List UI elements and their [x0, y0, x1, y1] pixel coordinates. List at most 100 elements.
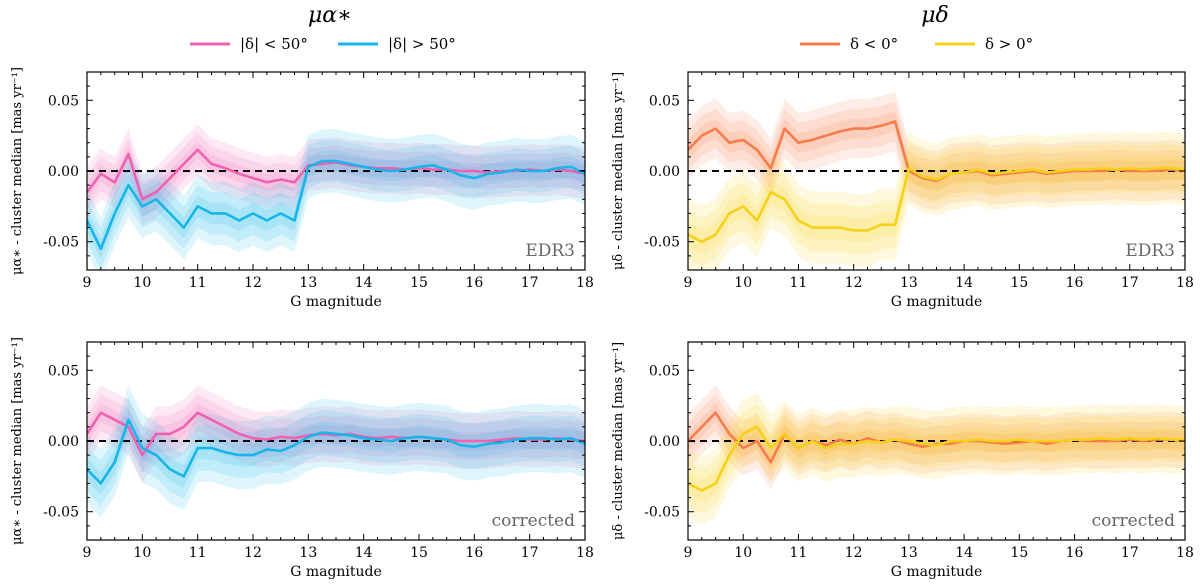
x-tick-label-2: 11 — [189, 545, 207, 561]
point-ra-edr3-s1-2 — [113, 212, 116, 215]
point-dec-edr3-s0-9 — [811, 138, 814, 141]
point-ra-corrected-s0-15 — [293, 437, 296, 440]
point-ra-edr3-s1-32 — [528, 170, 531, 172]
point-ra-corrected-s0-28 — [473, 440, 476, 442]
point-dec-corrected-s1-33 — [1142, 438, 1145, 441]
y-tick-label-2: -0.05 — [43, 235, 79, 251]
point-dec-corrected-s0-23 — [1004, 442, 1007, 445]
point-dec-corrected-s1-5 — [756, 425, 758, 428]
panels: 9 10 11 12 13 14 15 16 17 18 0.05 0.00 -0.05 G magnit… — [10, 67, 1194, 580]
point-dec-corrected-s0-19 — [949, 442, 952, 445]
point-ra-edr3-s1-14 — [279, 212, 282, 215]
band-3sigma-dec-corrected-s1 — [688, 392, 1185, 525]
point-dec-edr3-s0-2 — [714, 127, 717, 130]
point-ra-corrected-s1-10 — [224, 451, 227, 454]
point-ra-corrected-s0-7 — [182, 425, 185, 428]
x-tick-label-7: 16 — [465, 275, 483, 291]
point-dec-edr3-s1-18 — [935, 178, 938, 181]
header-left: μα∗ |δ| < 50° |δ| > 50° — [190, 3, 456, 53]
point-dec-corrected-s0-2 — [714, 411, 717, 414]
point-ra-edr3-s0-12 — [252, 177, 254, 179]
point-dec-corrected-s0-6 — [769, 461, 772, 464]
point-dec-corrected-s1-1 — [700, 489, 703, 492]
point-dec-edr3-s1-14 — [880, 223, 883, 226]
point-ra-edr3-s1-8 — [196, 205, 199, 208]
y-axis-label: μδ - cluster median [mas yr⁻¹] — [611, 72, 626, 270]
point-dec-corrected-s1-34 — [1156, 437, 1159, 440]
point-ra-corrected-s0-3 — [127, 425, 130, 428]
point-dec-corrected-s1-25 — [1032, 440, 1035, 442]
band-2sigma-dec-edr3-s0 — [688, 101, 1185, 201]
point-dec-edr3-s1-19 — [949, 172, 952, 175]
point-dec-edr3-s1-22 — [990, 172, 993, 175]
y-tick-label-2: -0.05 — [644, 505, 680, 521]
point-ra-corrected-s0-14 — [279, 435, 282, 438]
panel-tag: EDR3 — [1125, 241, 1175, 261]
y-tick-label-2: -0.05 — [43, 505, 79, 521]
x-tick-label-4: 13 — [299, 275, 317, 291]
panel-dec-corrected: 9 10 11 12 13 14 15 16 17 18 0.05 0.00 -0.05 G magnit… — [611, 341, 1194, 580]
x-tick-label-0: 9 — [83, 275, 92, 291]
band-1sigma-dec-corrected-s0 — [688, 403, 1185, 472]
point-ra-edr3-s0-5 — [155, 191, 158, 194]
point-ra-corrected-s1-28 — [473, 445, 476, 448]
band-3sigma-dec-edr3-s0 — [688, 91, 1185, 211]
point-dec-edr3-s1-6 — [769, 191, 772, 194]
x-tick-label-0: 9 — [684, 545, 693, 561]
point-dec-edr3-s0-12 — [852, 127, 855, 130]
point-dec-corrected-s0-1 — [700, 425, 703, 428]
point-dec-corrected-s1-32 — [1128, 437, 1131, 440]
point-dec-corrected-s1-3 — [728, 454, 731, 457]
point-dec-edr3-s1-34 — [1156, 167, 1159, 170]
point-ra-edr3-s1-33 — [542, 170, 545, 172]
point-dec-edr3-s1-25 — [1032, 168, 1035, 171]
point-dec-corrected-s1-13 — [866, 440, 869, 442]
point-ra-edr3-s0-17 — [321, 163, 324, 165]
x-tick-label-9: 18 — [576, 275, 594, 291]
point-dec-corrected-s0-30 — [1101, 440, 1104, 442]
point-dec-edr3-s1-3 — [728, 212, 731, 215]
point-ra-corrected-s0-10 — [224, 425, 227, 428]
point-dec-corrected-s1-9 — [811, 440, 814, 442]
point-ra-corrected-s1-21 — [376, 438, 379, 441]
point-dec-corrected-s0-11 — [838, 438, 841, 441]
x-tick-label-5: 14 — [955, 545, 973, 561]
point-ra-corrected-s1-9 — [210, 447, 213, 449]
point-ra-edr3-s1-27 — [459, 174, 462, 177]
band-1sigma-ra-edr3-s0 — [87, 141, 585, 208]
point-ra-corrected-s1-30 — [501, 441, 503, 444]
point-ra-corrected-s1-6 — [169, 468, 171, 471]
point-ra-corrected-s0-8 — [196, 411, 199, 414]
x-tick-label-9: 18 — [1176, 545, 1194, 561]
point-dec-corrected-s0-4 — [742, 447, 745, 449]
point-ra-edr3-s0-28 — [473, 170, 476, 172]
point-dec-corrected-s1-28 — [1073, 438, 1076, 441]
x-tick-label-5: 14 — [355, 545, 373, 561]
x-tick-label-8: 17 — [521, 545, 539, 561]
point-ra-edr3-s1-35 — [570, 165, 573, 168]
point-dec-corrected-s1-24 — [1018, 438, 1021, 441]
point-ra-corrected-s1-3 — [127, 418, 130, 421]
point-dec-corrected-s1-23 — [1004, 440, 1007, 442]
legend-label-north: δ > 0° — [985, 35, 1033, 53]
point-dec-edr3-s1-11 — [838, 226, 841, 229]
point-dec-corrected-s1-12 — [852, 442, 855, 445]
point-ra-edr3-s1-10 — [224, 212, 227, 215]
point-dec-edr3-s0-1 — [700, 134, 703, 137]
point-dec-corrected-s1-7 — [783, 433, 786, 435]
point-ra-edr3-s1-26 — [445, 168, 448, 171]
point-ra-edr3-s0-6 — [169, 177, 171, 179]
point-ra-edr3-s1-9 — [210, 212, 213, 215]
point-ra-edr3-s0-27 — [459, 170, 462, 172]
point-dec-edr3-s0-15 — [894, 120, 896, 123]
y-tick-label-0: 0.05 — [649, 363, 680, 379]
point-dec-corrected-s1-4 — [742, 433, 745, 435]
band-2sigma-dec-edr3-s1 — [688, 144, 1185, 266]
point-dec-edr3-s1-13 — [866, 229, 869, 232]
point-dec-edr3-s0-6 — [769, 167, 772, 170]
panel-ra-edr3: 9 10 11 12 13 14 15 16 17 18 0.05 0.00 -0.05 G magnit… — [10, 67, 594, 310]
panel-tag: corrected — [492, 511, 575, 531]
point-ra-corrected-s1-29 — [487, 442, 490, 445]
x-tick-label-2: 11 — [189, 275, 207, 291]
point-dec-edr3-s1-31 — [1115, 168, 1117, 171]
